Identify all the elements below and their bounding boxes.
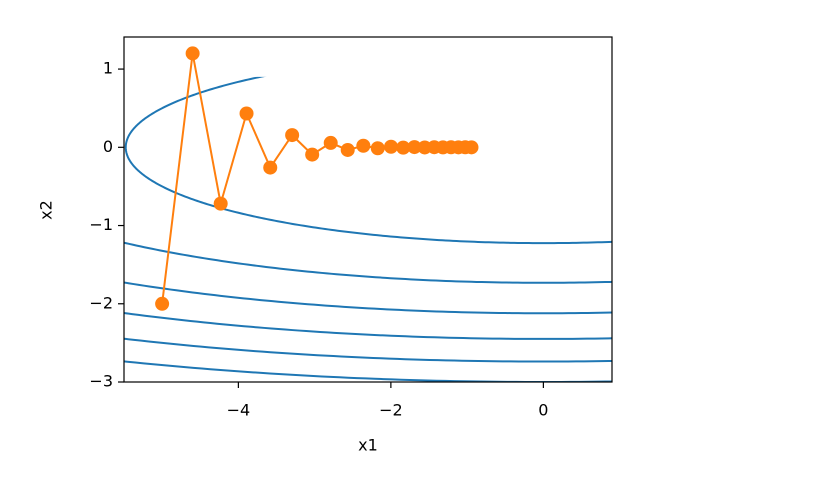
x-tick-label: −4 [227,401,251,420]
trace-point [340,142,355,157]
y-tick-label: 1 [103,59,113,78]
trace-point [464,140,479,155]
trace-point [213,196,228,211]
y-tick-label: −2 [89,293,113,312]
contours [124,76,612,383]
contour-line [124,76,612,245]
trace-point [285,128,300,143]
x-tick-label: −2 [379,401,403,420]
trace-point [263,160,278,175]
plot-frame [123,36,613,383]
trace-point [239,106,254,121]
trace-point [155,296,170,311]
y-axis-label: x2 [37,200,56,220]
y-tick-label: −3 [89,372,113,391]
trace-point [396,140,411,155]
trace-point [356,138,371,153]
y-tick-label: −1 [89,215,113,234]
x-axis-label: x1 [358,436,378,455]
x-tick-label: 0 [538,401,548,420]
trace-point [305,147,320,162]
y-tick-label: 0 [103,137,113,156]
trace-point [384,139,399,154]
trace-point [370,141,385,156]
trace-point [407,140,422,155]
trace-point [323,135,338,150]
trace-point [185,46,200,61]
